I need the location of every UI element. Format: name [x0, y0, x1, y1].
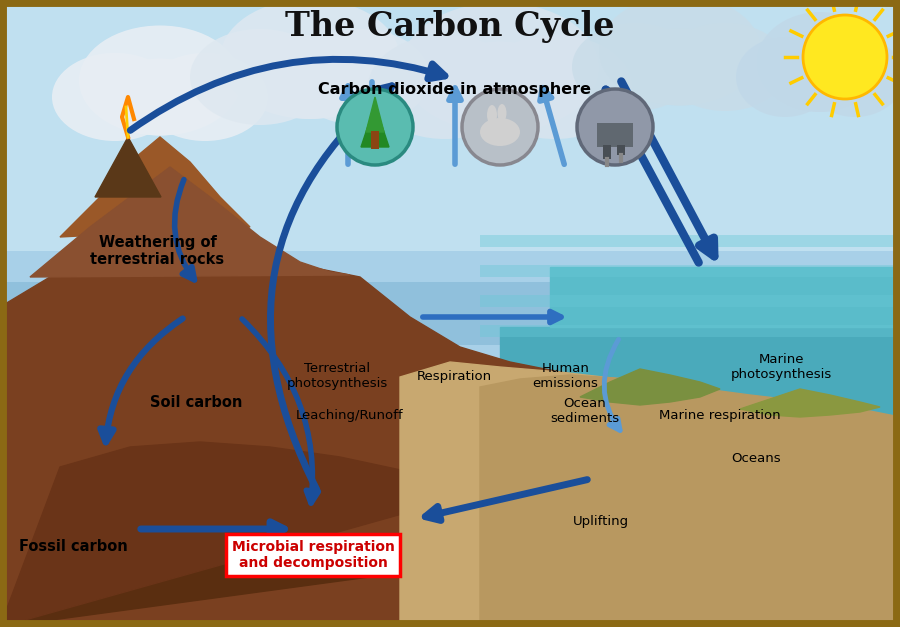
- Ellipse shape: [368, 35, 522, 139]
- Text: The Carbon Cycle: The Carbon Cycle: [285, 10, 615, 43]
- Text: Weathering of
terrestrial rocks: Weathering of terrestrial rocks: [90, 234, 225, 267]
- Bar: [0, 0, 900, 157]
- Ellipse shape: [778, 42, 862, 112]
- Bar: [480, 265, 900, 277]
- Text: Marine respiration: Marine respiration: [659, 409, 781, 421]
- Bar: [617, 145, 625, 155]
- Bar: [0, 282, 900, 345]
- Polygon shape: [400, 362, 900, 627]
- Ellipse shape: [290, 29, 430, 125]
- Ellipse shape: [572, 23, 698, 111]
- Text: Marine
photosynthesis: Marine photosynthesis: [731, 353, 832, 381]
- Polygon shape: [450, 387, 900, 627]
- Ellipse shape: [662, 23, 788, 111]
- Polygon shape: [60, 137, 250, 237]
- Ellipse shape: [498, 104, 507, 122]
- Text: Carbon dioxide in atmosphere: Carbon dioxide in atmosphere: [318, 82, 591, 97]
- Ellipse shape: [757, 12, 883, 112]
- Polygon shape: [95, 137, 161, 197]
- Text: Fossil carbon: Fossil carbon: [20, 539, 128, 554]
- Polygon shape: [480, 375, 900, 627]
- Text: Human
emissions: Human emissions: [532, 362, 598, 390]
- Polygon shape: [740, 389, 880, 417]
- Text: Oceans: Oceans: [731, 453, 781, 465]
- Ellipse shape: [106, 58, 214, 135]
- Ellipse shape: [220, 0, 400, 119]
- Ellipse shape: [52, 53, 178, 141]
- Ellipse shape: [79, 26, 241, 135]
- Ellipse shape: [250, 35, 370, 119]
- Bar: [597, 123, 633, 147]
- Ellipse shape: [626, 28, 734, 105]
- Polygon shape: [0, 527, 480, 627]
- Text: Soil carbon: Soil carbon: [150, 395, 242, 410]
- Bar: [0, 157, 900, 282]
- Polygon shape: [550, 267, 900, 327]
- Polygon shape: [0, 227, 900, 627]
- Ellipse shape: [480, 118, 520, 146]
- Bar: [480, 325, 900, 337]
- Ellipse shape: [401, 3, 599, 132]
- Circle shape: [577, 89, 653, 165]
- Ellipse shape: [478, 35, 632, 139]
- Text: Ocean
sediments: Ocean sediments: [551, 397, 619, 424]
- Ellipse shape: [190, 29, 330, 125]
- Ellipse shape: [434, 41, 566, 132]
- Polygon shape: [500, 327, 900, 627]
- Text: Uplifting: Uplifting: [573, 515, 629, 528]
- Polygon shape: [30, 167, 350, 277]
- Ellipse shape: [599, 0, 761, 105]
- Text: Microbial respiration
and decomposition: Microbial respiration and decomposition: [232, 540, 394, 570]
- Bar: [0, 0, 900, 251]
- Text: Terrestrial
photosynthesis: Terrestrial photosynthesis: [287, 362, 388, 390]
- Bar: [371, 131, 379, 149]
- Bar: [603, 145, 611, 159]
- Bar: [480, 235, 900, 247]
- Bar: [480, 295, 900, 307]
- Circle shape: [462, 89, 538, 165]
- Polygon shape: [361, 105, 389, 147]
- Polygon shape: [580, 369, 720, 405]
- Polygon shape: [0, 442, 480, 627]
- Circle shape: [337, 89, 413, 165]
- Text: Leaching/Runoff: Leaching/Runoff: [295, 409, 403, 421]
- Ellipse shape: [142, 53, 268, 141]
- Circle shape: [803, 15, 887, 99]
- Ellipse shape: [487, 105, 497, 125]
- Polygon shape: [366, 97, 384, 132]
- Text: Respiration: Respiration: [417, 370, 492, 382]
- Ellipse shape: [736, 37, 834, 117]
- Ellipse shape: [806, 37, 900, 117]
